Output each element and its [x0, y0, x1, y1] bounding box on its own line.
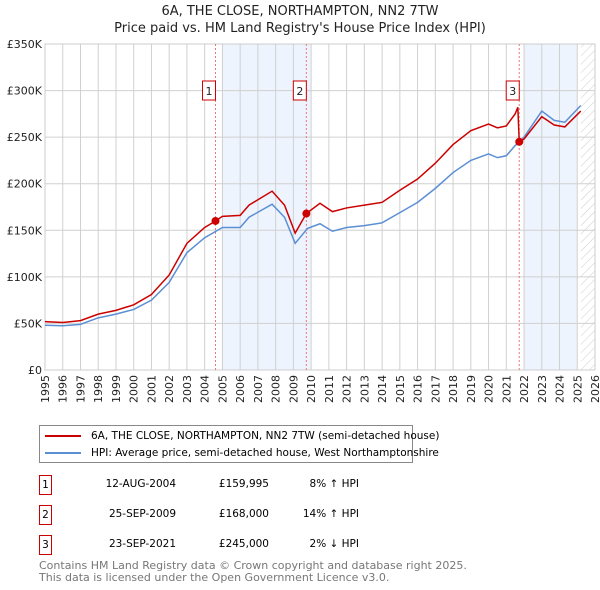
x-tick-label: 2002 [163, 375, 176, 403]
footer: Contains HM Land Registry data © Crown c… [39, 560, 467, 584]
sale-marker: 3 [39, 535, 52, 555]
footer-line2: This data is licensed under the Open Gov… [39, 571, 390, 584]
sale-row: 2 25-SEP-2009 £168,000 14% ↑ HPI [39, 505, 439, 525]
y-tick-label: £0 [28, 364, 42, 377]
sale-row: 3 23-SEP-2021 £245,000 2% ↓ HPI [39, 535, 439, 555]
sale-point [211, 216, 220, 225]
x-tick-label: 2003 [181, 375, 194, 403]
y-tick-label: £150K [7, 224, 43, 237]
x-tick-label: 2017 [429, 375, 442, 403]
x-tick-label: 2005 [216, 375, 229, 403]
x-tick-label: 2009 [287, 375, 300, 403]
x-tick-label: 2012 [341, 375, 354, 403]
x-tick-label: 2011 [323, 375, 336, 403]
x-tick-label: 1996 [57, 375, 70, 403]
chart-subtitle: Price paid vs. HM Land Registry's House … [114, 21, 486, 36]
y-tick-label: £50K [14, 317, 43, 330]
legend-swatch-property [45, 435, 81, 437]
legend-hpi: HPI: Average price, semi-detached house,… [91, 447, 439, 459]
x-tick-label: 1999 [110, 375, 123, 403]
x-tick-label: 2020 [483, 375, 496, 403]
x-tick-label: 2000 [128, 375, 141, 403]
y-tick-label: £350K [7, 38, 43, 51]
sale-point [302, 209, 311, 218]
sale-label: 3 [505, 80, 520, 101]
shaded-period [524, 44, 578, 370]
y-tick-label: £300K [7, 85, 43, 98]
plot-frame [44, 43, 596, 371]
series-line [44, 104, 582, 327]
x-tick-label: 2018 [447, 375, 460, 403]
x-tick-label: 2021 [500, 375, 513, 403]
legend-property: 6A, THE CLOSE, NORTHAMPTON, NN2 7TW (sem… [91, 430, 440, 442]
chart-title: 6A, THE CLOSE, NORTHAMPTON, NN2 7TW [161, 4, 439, 19]
x-tick-label: 2004 [199, 375, 212, 403]
y-tick-label: £100K [7, 271, 43, 284]
price-chart: 1995 1996 1997 1998 1999 2000 2001 2002 2003 2004… [7, 38, 600, 403]
x-tick-label: 1998 [92, 375, 105, 403]
x-tick-label: 2025 [571, 375, 584, 403]
sale-price: £168,000 [218, 508, 269, 520]
x-tick-label: 2010 [305, 375, 318, 403]
x-tick-label: 2013 [358, 375, 371, 403]
sale-label: 2 [292, 80, 307, 101]
sale-hpi-diff: 8% ↑ HPI [309, 478, 359, 490]
x-tick-label: 1995 [39, 375, 52, 403]
sale-marker: 2 [39, 505, 52, 525]
x-tick-label: 2007 [252, 375, 265, 403]
footer-line1: Contains HM Land Registry data © Crown c… [39, 559, 467, 572]
x-tick-label: 2016 [412, 375, 425, 403]
sale-point [515, 137, 524, 146]
sale-hpi-diff: 2% ↓ HPI [309, 538, 359, 550]
x-tick-label: 2006 [234, 375, 247, 403]
sale-row: 1 12-AUG-2004 £159,995 8% ↑ HPI [39, 475, 439, 495]
legend-swatch-hpi [45, 452, 81, 454]
sale-label-text: 2 [296, 85, 303, 98]
sale-label-text: 3 [509, 85, 516, 98]
sale-marker: 1 [39, 475, 52, 495]
x-tick-label: 1997 [74, 375, 87, 403]
x-tick-label: 2008 [270, 375, 283, 403]
sale-date: 25-SEP-2009 [108, 508, 176, 520]
sale-price: £159,995 [218, 478, 269, 490]
sale-label-text: 1 [206, 85, 213, 98]
x-tick-label: 2026 [589, 375, 600, 403]
sale-date: 23-SEP-2021 [108, 538, 176, 550]
sale-date: 12-AUG-2004 [105, 478, 176, 490]
sale-price: £245,000 [218, 538, 269, 550]
y-tick-label: £200K [7, 178, 43, 191]
x-tick-label: 2014 [376, 375, 389, 403]
y-tick-label: £250K [7, 131, 43, 144]
x-tick-label: 2023 [536, 375, 549, 403]
x-tick-label: 2019 [465, 375, 478, 403]
x-tick-label: 2024 [554, 375, 567, 403]
x-tick-label: 2015 [394, 375, 407, 403]
sale-label: 1 [202, 80, 216, 101]
x-tick-label: 2001 [145, 375, 158, 403]
sale-hpi-diff: 14% ↑ HPI [302, 508, 359, 520]
sale-label-box [505, 80, 520, 101]
x-tick-label: 2022 [518, 375, 531, 403]
legend: 6A, THE CLOSE, NORTHAMPTON, NN2 7TW (sem… [39, 425, 439, 463]
sale-label-box [202, 80, 216, 101]
sale-label-box [292, 80, 307, 101]
forecast-hatch [580, 44, 595, 370]
series-line [44, 107, 582, 324]
